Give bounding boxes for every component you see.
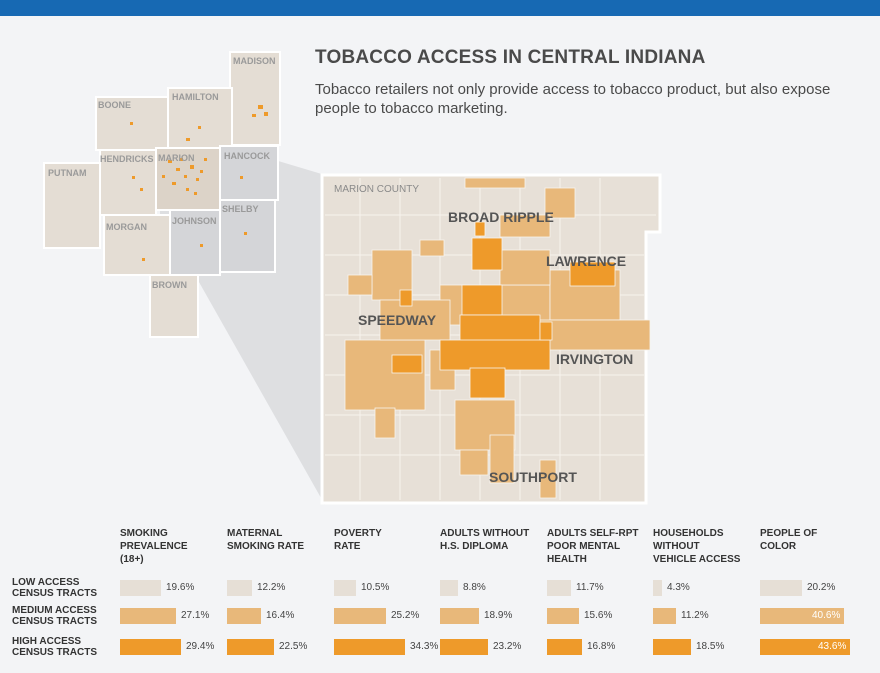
bar-value-label: 34.3% (410, 641, 439, 652)
bar-value-label: 29.4% (186, 641, 215, 652)
hood-speedway: SPEEDWAY (358, 312, 437, 328)
bar-value-label: 4.3% (667, 582, 690, 593)
row-label: LOW ACCESS CENSUS TRACTS (12, 577, 98, 599)
bar (227, 580, 252, 596)
bar-value-label: 19.6% (166, 582, 195, 593)
retailer-dots (130, 105, 268, 261)
bar (547, 580, 571, 596)
county-label-hamilton: HAMILTON (172, 92, 219, 102)
page-subtitle: Tobacco retailers not only provide acces… (315, 81, 831, 117)
county-label-johnson: JOHNSON (172, 216, 217, 226)
bar (760, 580, 802, 596)
bar-value-label: 20.2% (807, 582, 836, 593)
bar-value-label: 8.8% (463, 582, 486, 593)
column-header: ADULTS SELF-RPT POOR MENTAL HEALTH (547, 528, 639, 565)
bar (653, 580, 662, 596)
bar (334, 580, 356, 596)
county-label-marion: MARION (158, 153, 195, 163)
column-header: POVERTY RATE (334, 528, 382, 552)
high-access-tracts (391, 221, 616, 399)
column-header: PEOPLE OF COLOR (760, 528, 818, 552)
bar-value-label: 40.6% (812, 610, 841, 621)
bar-value-label: 16.4% (266, 610, 295, 621)
county-hancock (219, 145, 279, 201)
bar (440, 639, 488, 655)
bar (334, 608, 386, 624)
bar-value-label: 25.2% (391, 610, 420, 621)
hood-broad-ripple: BROAD RIPPLE (448, 209, 554, 225)
county-label-shelby: SHELBY (222, 204, 259, 214)
county-label-hancock: HANCOCK (224, 151, 270, 161)
bar-value-label: 23.2% (493, 641, 522, 652)
bar (227, 608, 261, 624)
bar (547, 608, 579, 624)
bar-value-label: 16.8% (587, 641, 616, 652)
bar (440, 580, 458, 596)
column-header: ADULTS WITHOUT H.S. DIPLOMA (440, 528, 530, 552)
county-label-putnam: PUTNAM (48, 168, 87, 178)
county-label-morgan: MORGAN (106, 222, 147, 232)
column-header: SMOKING PREVALENCE (18+) (120, 528, 188, 565)
column-header: MATERNAL SMOKING RATE (227, 528, 305, 552)
bar (547, 639, 582, 655)
county-label-hendricks: HENDRICKS (100, 154, 154, 164)
bar (760, 608, 844, 624)
county-label-madison: MADISON (233, 56, 276, 66)
bar-value-label: 11.2% (681, 610, 709, 621)
bar (334, 639, 405, 655)
hood-lawrence: LAWRENCE (546, 253, 626, 269)
page-title: TOBACCO ACCESS IN CENTRAL INDIANA (315, 47, 706, 68)
bar (227, 639, 274, 655)
hood-southport: SOUTHPORT (489, 469, 577, 485)
county-brown (149, 274, 199, 338)
bar-value-label: 10.5% (361, 582, 390, 593)
bar-value-label: 22.5% (279, 641, 308, 652)
bar (120, 580, 161, 596)
bar-value-label: 18.5% (696, 641, 725, 652)
bar-value-label: 12.2% (257, 582, 286, 593)
bar (440, 608, 479, 624)
map: MADISON BOONE HAMILTON PUTNAM HENDRICKS … (43, 51, 662, 505)
county-putnam (43, 162, 101, 249)
bar (120, 639, 181, 655)
bar-value-label: 43.6% (818, 641, 847, 652)
county-label-boone: BOONE (98, 100, 131, 110)
row-label: MEDIUM ACCESS CENSUS TRACTS (12, 605, 98, 627)
county-shapes (43, 51, 281, 338)
inset-label: MARION COUNTY (334, 184, 419, 195)
bar-value-label: 18.9% (484, 610, 513, 621)
bar-value-label: 11.7% (576, 582, 604, 593)
top-banner (0, 0, 880, 16)
bar (120, 608, 176, 624)
row-label: HIGH ACCESS CENSUS TRACTS (12, 636, 98, 658)
bar-value-label: 15.6% (584, 610, 613, 621)
bar (653, 608, 676, 624)
bar (760, 639, 850, 655)
bar (653, 639, 691, 655)
county-label-brown: BROWN (152, 280, 187, 290)
hood-irvington: IRVINGTON (556, 351, 633, 367)
county-johnson (169, 209, 221, 276)
column-header: HOUSEHOLDS WITHOUT VEHICLE ACCESS (653, 528, 741, 565)
bar-value-label: 27.1% (181, 610, 210, 621)
